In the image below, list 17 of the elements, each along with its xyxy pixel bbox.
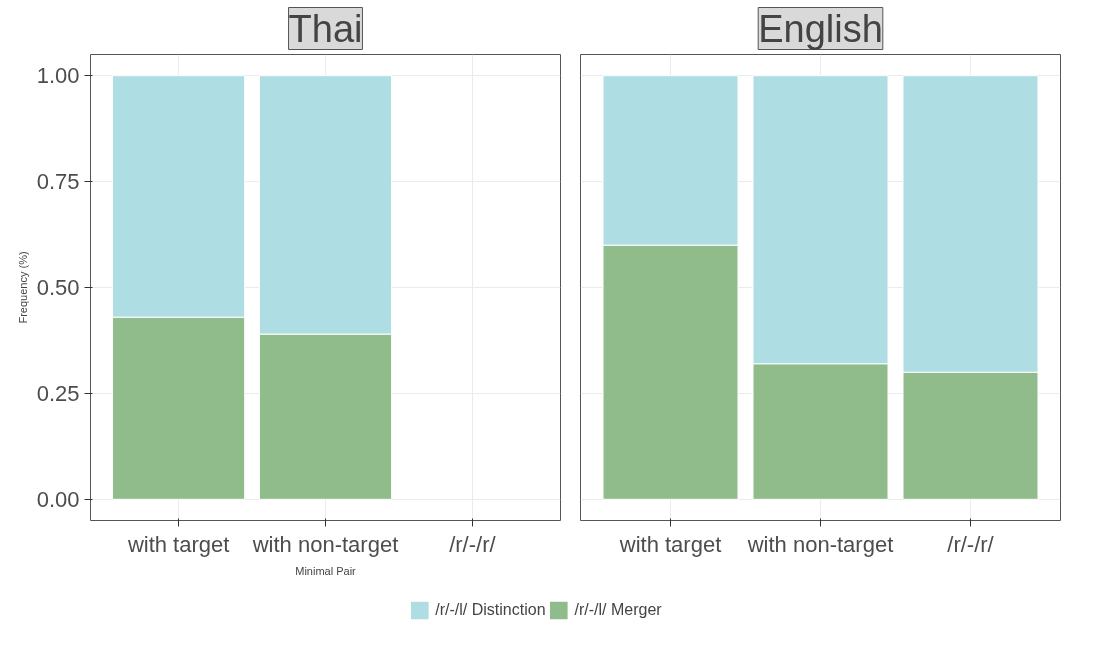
x-tick-label: with non-target xyxy=(251,531,399,557)
x-tick-label: /r/-/r/ xyxy=(449,531,497,557)
y-tick-label: 0.00 xyxy=(36,486,80,512)
y-tick-label: 0.50 xyxy=(36,275,80,300)
chart-title: Thai xyxy=(288,7,363,50)
y-axis-title: Frequency (%) xyxy=(16,251,29,324)
x-tick-label: with target xyxy=(618,531,722,557)
legend-label: /r/-/l/ Distinction xyxy=(435,601,546,619)
x-axis-title: Minimal Pair xyxy=(295,564,357,577)
y-tick-label: 0.75 xyxy=(36,169,80,195)
y-tick-label: 0.25 xyxy=(36,380,80,406)
x-tick-label: with target xyxy=(126,531,230,557)
x-tick-label: /r/-/r/ xyxy=(947,531,995,557)
chart-title: English xyxy=(758,7,883,50)
y-tick-label: 1.00 xyxy=(36,63,80,89)
x-tick-label: with non-target xyxy=(746,531,894,557)
legend-label: /r/-/l/ Merger xyxy=(574,601,662,619)
